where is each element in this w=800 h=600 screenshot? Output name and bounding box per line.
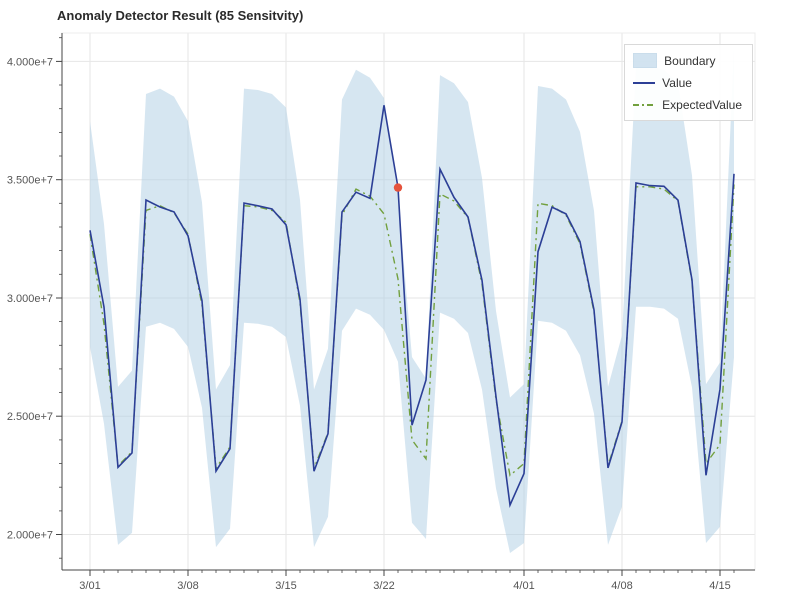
x-tick-label: 3/01 <box>79 580 100 592</box>
y-tick-label: 3.500e+7 <box>7 175 53 187</box>
legend-label: Value <box>662 75 692 90</box>
y-tick-label: 2.000e+7 <box>7 530 53 542</box>
x-tick-label: 3/15 <box>275 580 296 592</box>
chart-title: Anomaly Detector Result (85 Sensitvity) <box>57 8 304 23</box>
legend-item-value: Value <box>633 73 742 92</box>
legend-item-expectedvalue: ExpectedValue <box>633 95 742 114</box>
y-tick-label: 4.000e+7 <box>7 56 53 68</box>
legend-dashdot-swatch-icon <box>633 103 656 106</box>
x-tick-label: 4/01 <box>513 580 534 592</box>
legend-label: Boundary <box>664 53 716 68</box>
y-tick-label: 3.000e+7 <box>7 293 53 305</box>
anomaly-point <box>393 183 403 192</box>
y-tick-label: 2.500e+7 <box>7 411 53 423</box>
chart-legend: Boundary Value ExpectedValue <box>624 44 753 121</box>
x-tick-label: 3/22 <box>373 580 394 592</box>
boundary-area <box>90 47 734 553</box>
legend-area-swatch-icon <box>633 53 658 68</box>
x-tick-label: 3/08 <box>177 580 198 592</box>
x-tick-label: 4/15 <box>709 580 730 592</box>
legend-item-boundary: Boundary <box>633 51 742 70</box>
x-tick-label: 4/08 <box>611 580 632 592</box>
legend-line-swatch-icon <box>633 81 656 84</box>
legend-label: ExpectedValue <box>662 97 742 112</box>
value-line <box>89 105 735 509</box>
